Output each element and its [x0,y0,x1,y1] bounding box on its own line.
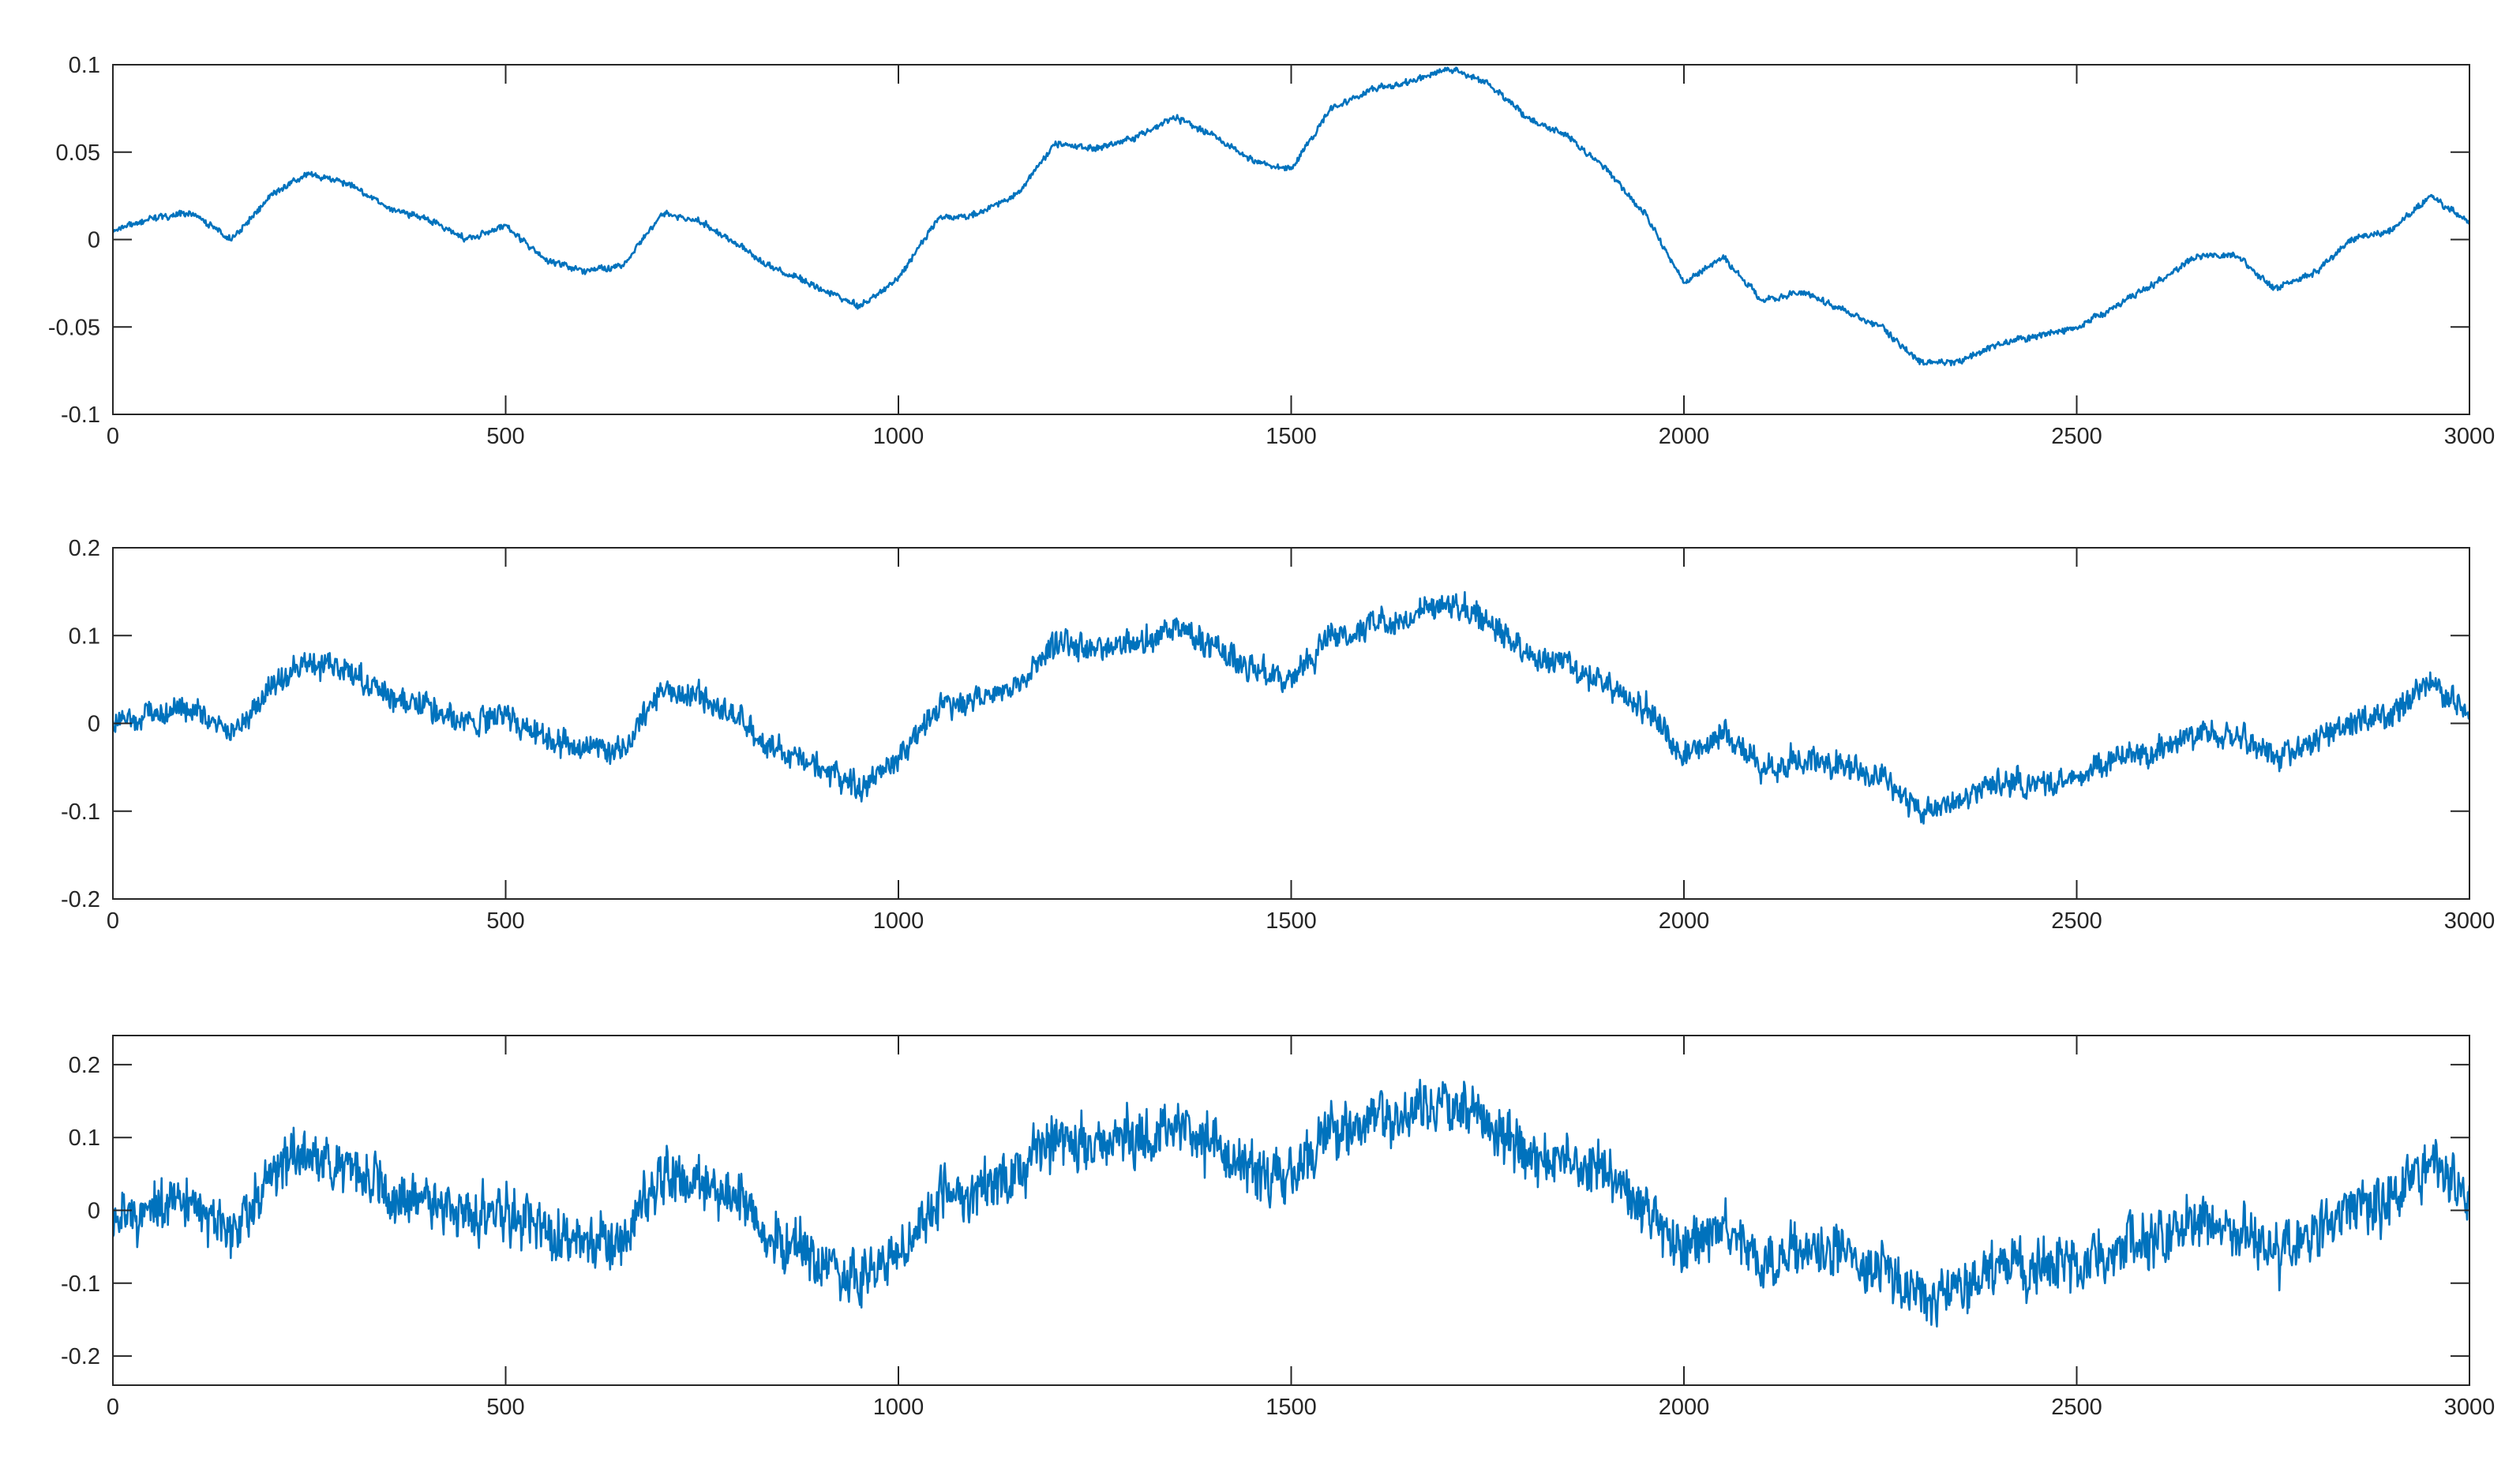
x-tick-label: 1000 [873,1395,924,1420]
y-tick-label: 0.1 [69,624,100,649]
x-tick-label: 2500 [2051,1395,2102,1420]
x-tick-label: 0 [107,908,119,934]
x-tick-label: 2000 [1659,1395,1710,1420]
series-line [113,590,2469,825]
y-tick-label: 0.05 [56,140,100,166]
y-tick-label: -0.2 [61,887,100,912]
x-tick-label: 1000 [873,424,924,449]
x-tick-label: 1500 [1266,424,1317,449]
y-tick-label: 0 [88,712,100,737]
y-tick-label: 0 [88,228,100,253]
series-line [113,66,2469,367]
subplot-middle: 0 500 1000 1500 2000 2500 3000 -0.2 -0.1 0 0.1 0.2 [61,536,2495,934]
x-tick-label: 500 [486,1395,524,1420]
y-tick-label: -0.1 [61,800,100,825]
y-tick-label: -0.2 [61,1344,100,1369]
x-tick-label: 500 [486,424,524,449]
x-tick-label: 1000 [873,908,924,934]
x-tick-label: 500 [486,908,524,934]
y-tick-label: 0.1 [69,53,100,78]
series-line [113,1078,2469,1328]
x-tick-label: 3000 [2444,424,2496,449]
x-tick-label: 2000 [1659,424,1710,449]
x-tick-label: 3000 [2444,908,2496,934]
x-tick-label: 2500 [2051,908,2102,934]
x-tick-label: 3000 [2444,1395,2496,1420]
y-tick-label: -0.1 [61,403,100,428]
x-tick-label: 1500 [1266,1395,1317,1420]
subplot-bottom: 0 500 1000 1500 2000 2500 3000 -0.2 -0.1 0 0.1 0.2 [61,1035,2496,1420]
y-tick-label: 0.2 [69,536,100,561]
y-tick-label: 0 [88,1199,100,1224]
subplot-top: 0 500 1000 1500 2000 2500 3000 -0.1 -0.05 0 0.05 0.… [48,53,2495,449]
y-tick-label: 0.2 [69,1053,100,1078]
x-tick-label: 2000 [1659,908,1710,934]
y-tick-label: -0.1 [61,1272,100,1297]
y-tick-label: -0.05 [48,315,100,340]
y-tick-label: 0.1 [69,1126,100,1151]
x-tick-label: 0 [107,424,119,449]
x-tick-label: 2500 [2051,424,2102,449]
x-tick-label: 1500 [1266,908,1317,934]
x-tick-label: 0 [107,1395,119,1420]
